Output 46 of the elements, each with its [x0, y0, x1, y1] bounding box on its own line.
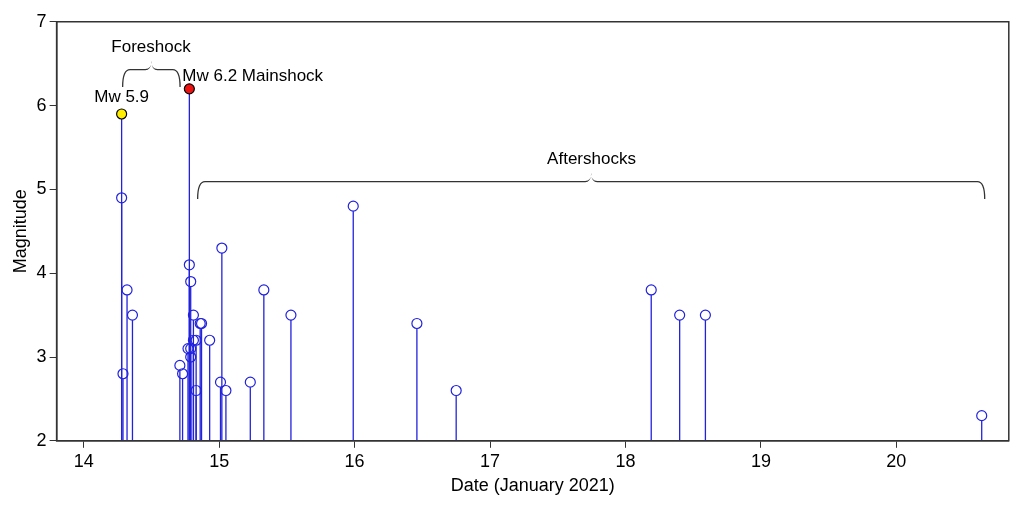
y-tick-label: 5 — [36, 178, 47, 199]
y-tick-label: 3 — [36, 345, 47, 366]
annotation: Aftershocks — [547, 149, 636, 170]
point — [450, 384, 462, 397]
point — [285, 309, 297, 321]
point — [176, 368, 189, 380]
point — [411, 317, 423, 330]
annotation: Foreshock — [111, 36, 191, 57]
point — [244, 376, 256, 388]
point — [174, 359, 186, 371]
point — [183, 259, 195, 271]
y-tick-label: 7 — [36, 10, 47, 31]
x-tick-label: 14 — [73, 450, 94, 471]
point — [117, 368, 129, 380]
point — [185, 351, 197, 363]
y-tick-label: 4 — [36, 262, 47, 283]
x-tick-label: 17 — [480, 450, 501, 471]
y-tick-label: 6 — [36, 94, 47, 115]
y-axis-title: Magnitude — [9, 189, 30, 274]
point — [116, 192, 128, 204]
x-tick-label: 20 — [886, 450, 907, 471]
x-tick-label: 19 — [750, 450, 771, 471]
point — [674, 309, 686, 321]
point — [258, 284, 270, 296]
point — [645, 284, 657, 296]
x-tick-label: 18 — [615, 450, 636, 471]
point — [220, 384, 232, 397]
point — [699, 309, 711, 321]
point — [183, 83, 195, 95]
annotation: Mw 5.9 — [94, 87, 150, 107]
point — [190, 384, 202, 397]
point — [187, 309, 200, 321]
annotation: Mw 6.2 Mainshock — [182, 66, 324, 86]
x-tick-label: 16 — [344, 450, 365, 471]
x-tick-label: 15 — [209, 450, 230, 471]
point — [126, 309, 139, 321]
point — [347, 200, 359, 212]
x-axis-title: Date (January 2021) — [450, 475, 615, 496]
point — [204, 334, 216, 346]
y-tick-label: 2 — [36, 429, 47, 450]
point — [976, 410, 988, 422]
point — [214, 376, 227, 388]
point — [185, 275, 197, 288]
point — [121, 284, 133, 296]
point — [216, 242, 228, 254]
point — [116, 108, 128, 120]
